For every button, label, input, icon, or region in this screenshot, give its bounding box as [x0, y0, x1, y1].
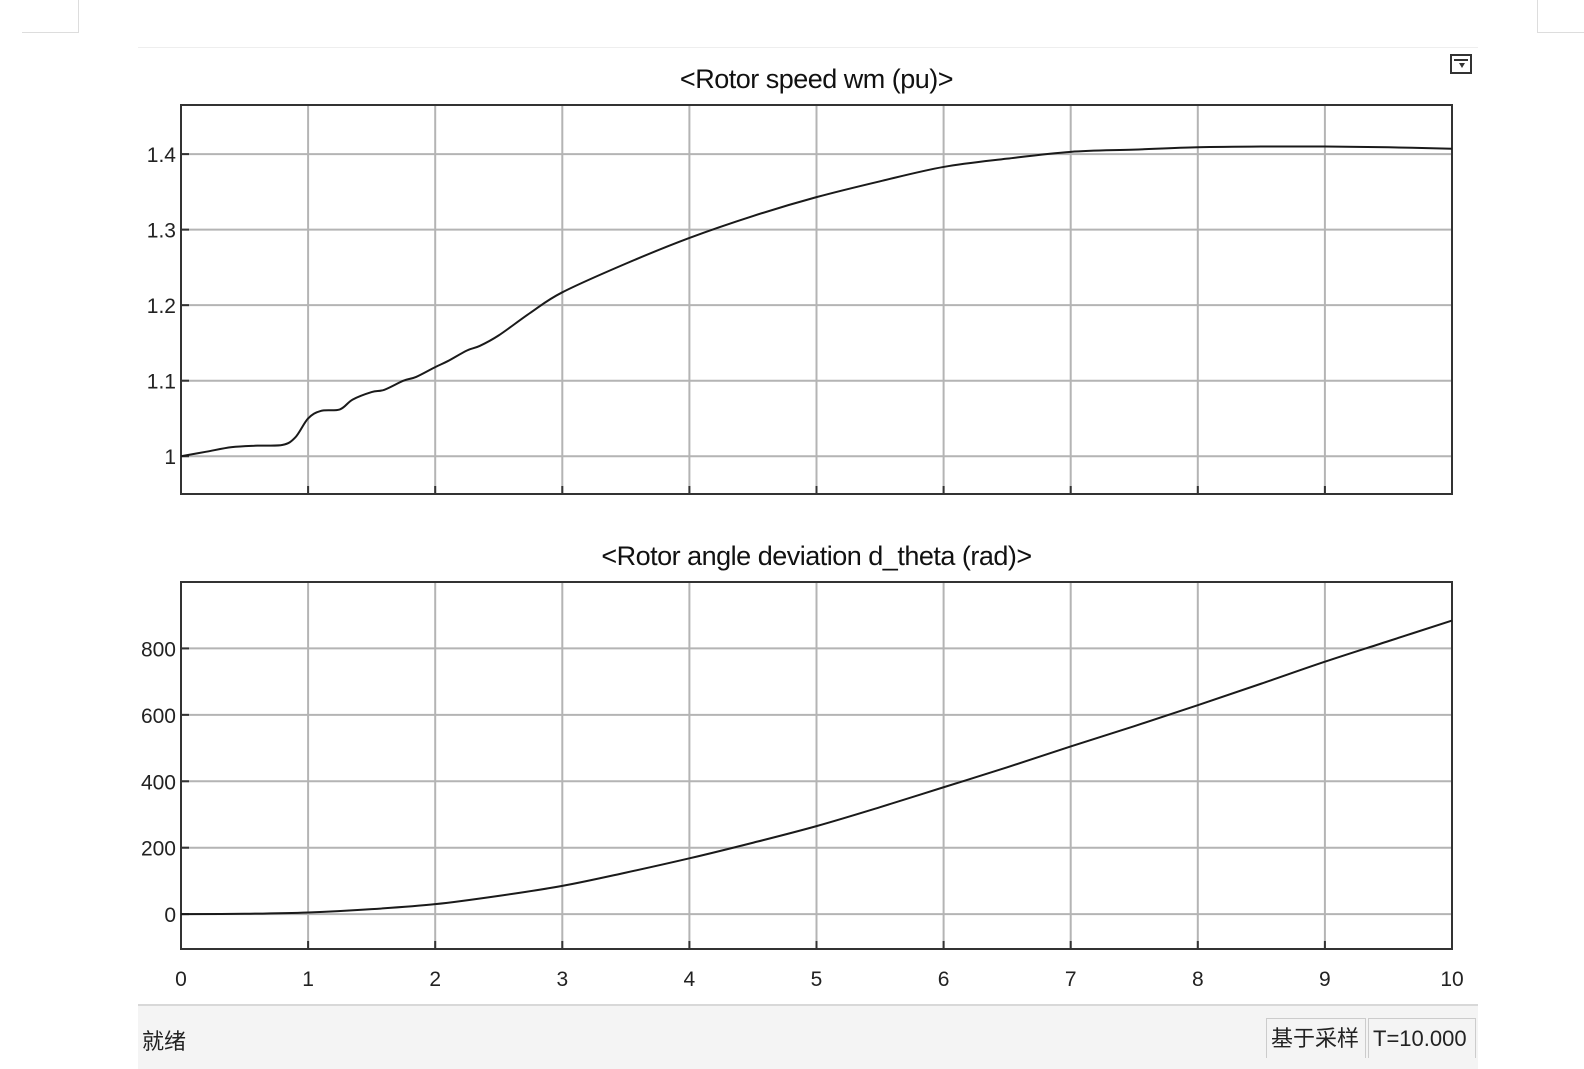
x-tick-label: 5 — [811, 968, 823, 991]
x-tick-label: 4 — [684, 968, 696, 991]
y-tick-label: 800 — [141, 638, 176, 661]
y-tick-label: 400 — [141, 771, 176, 794]
y-tick-label: 1.1 — [147, 371, 176, 394]
scope-window — [138, 47, 1478, 1068]
x-tick-label: 9 — [1319, 968, 1331, 991]
axes-frame — [180, 581, 1453, 950]
status-time: T=10.000 — [1368, 1018, 1476, 1058]
status-sample-mode: 基于采样 — [1266, 1018, 1366, 1058]
x-tick-label: 7 — [1065, 968, 1077, 991]
chart-title: <Rotor speed wm (pu)> — [680, 64, 953, 94]
x-tick-label: 2 — [429, 968, 441, 991]
x-tick-label: 6 — [938, 968, 950, 991]
background-window-corner — [22, 0, 79, 33]
x-tick-label: 1 — [302, 968, 314, 991]
x-tick-label: 3 — [556, 968, 568, 991]
y-tick-label: 1.3 — [147, 220, 176, 243]
restore-axes-icon[interactable] — [1450, 54, 1472, 74]
series-line — [180, 619, 1453, 916]
series-line — [180, 145, 1453, 458]
y-tick-label: 200 — [141, 838, 176, 861]
y-tick-label: 1.2 — [147, 295, 176, 318]
status-ready: 就绪 — [142, 1029, 187, 1054]
axes-frame — [180, 104, 1453, 495]
x-tick-label: 8 — [1192, 968, 1204, 991]
chart-title: <Rotor angle deviation d_theta (rad)> — [601, 541, 1031, 571]
y-tick-label: 1 — [164, 446, 176, 469]
background-window-corner — [1537, 0, 1584, 33]
y-tick-label: 1.4 — [147, 144, 177, 167]
x-tick-label: 0 — [175, 968, 187, 991]
y-tick-label: 600 — [141, 705, 176, 728]
status-bar: 就绪 基于采样 T=10.000 — [138, 1004, 1478, 1069]
axes-2: <Rotor angle deviation d_theta (rad)> 0 1 2… — [141, 541, 1464, 991]
y-tick-label: 0 — [164, 904, 176, 927]
axes-1: <Rotor speed wm (pu)> 1 1.1 1.2 1.3 1.4 — [147, 64, 1453, 495]
x-tick-label: 10 — [1440, 968, 1463, 991]
